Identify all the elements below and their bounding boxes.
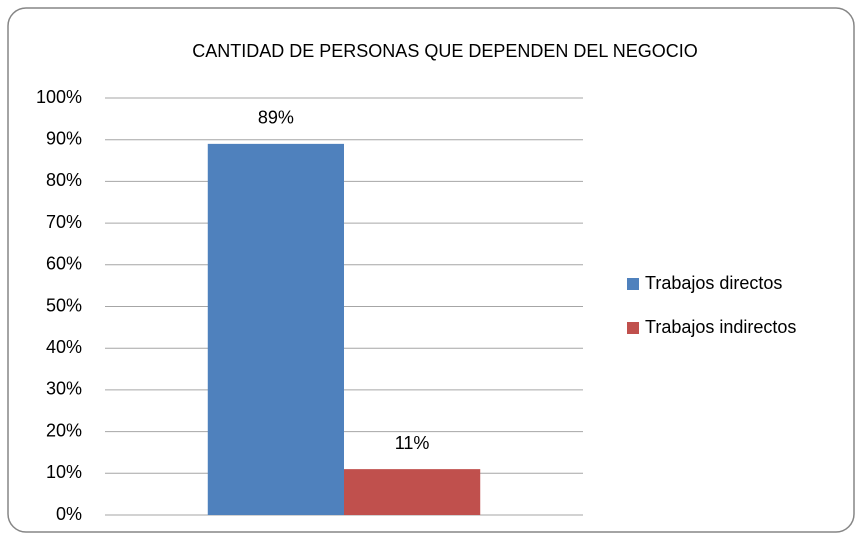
bar (207, 143, 344, 515)
y-tick-label: 90% (46, 128, 82, 148)
chart-title: CANTIDAD DE PERSONAS QUE DEPENDEN DEL NE… (192, 41, 697, 61)
data-label: 89% (258, 108, 294, 128)
y-tick-label: 10% (46, 462, 82, 482)
y-tick-label: 70% (46, 212, 82, 232)
data-label: 11% (395, 433, 430, 453)
legend-label: Trabajos directos (645, 273, 782, 293)
bar (344, 469, 481, 515)
chart-frame (7, 7, 855, 533)
y-tick-label: 100% (36, 87, 82, 107)
y-tick-label: 40% (46, 337, 82, 357)
y-tick-label: 20% (46, 420, 82, 440)
y-tick-label: 80% (46, 170, 82, 190)
legend-swatch (627, 278, 639, 290)
y-tick-label: 30% (46, 379, 82, 399)
legend-swatch (627, 322, 639, 334)
legend-label: Trabajos indirectos (645, 317, 796, 337)
y-tick-label: 50% (46, 295, 82, 315)
y-tick-label: 0% (56, 504, 82, 524)
y-tick-label: 60% (46, 254, 82, 274)
